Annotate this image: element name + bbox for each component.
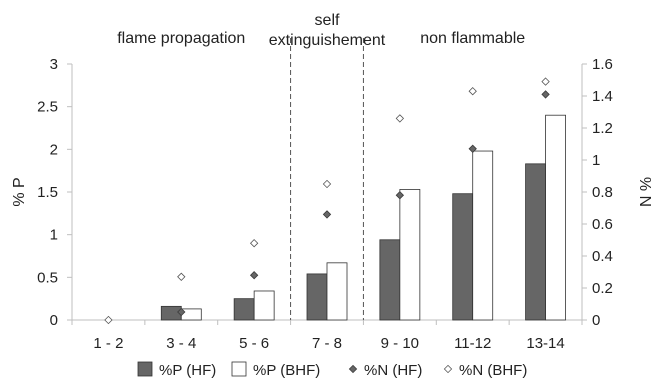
y2-tick-label: 0.6 bbox=[592, 216, 613, 233]
x-tick-label: 5 - 6 bbox=[239, 335, 269, 352]
bar bbox=[306, 273, 328, 321]
y2-tick-label: 0.8 bbox=[592, 184, 613, 201]
y-tick-label: 1 bbox=[50, 227, 58, 244]
region-label: flame propagation bbox=[117, 30, 245, 47]
data-point bbox=[541, 77, 550, 86]
legend-label: %N (HF) bbox=[364, 362, 422, 379]
bar bbox=[253, 290, 275, 321]
bar bbox=[233, 298, 255, 321]
legend-label: %P (HF) bbox=[159, 362, 216, 379]
y2-tick-label: 0.2 bbox=[592, 280, 613, 297]
legend-swatch bbox=[137, 361, 153, 377]
y-tick-label: 3 bbox=[50, 56, 58, 73]
x-tick-label: 1 - 2 bbox=[93, 335, 123, 352]
data-point bbox=[322, 179, 332, 189]
y-tick-label: 0.5 bbox=[37, 269, 58, 286]
bar bbox=[452, 193, 474, 321]
data-point bbox=[395, 191, 405, 200]
region-label: extinguishement bbox=[269, 32, 386, 49]
data-point bbox=[395, 114, 405, 123]
x-tick-label: 7 - 8 bbox=[312, 335, 342, 352]
y2-tick-label: 0 bbox=[592, 312, 600, 329]
bar bbox=[180, 308, 202, 321]
bar bbox=[472, 150, 494, 321]
y-tick-label: 2 bbox=[50, 141, 58, 158]
y-tick-label: 2.5 bbox=[37, 99, 58, 116]
legend-swatch bbox=[348, 364, 358, 374]
bar bbox=[160, 305, 182, 321]
x-tick-label: 13-14 bbox=[526, 335, 564, 352]
y2-tick-label: 1.6 bbox=[592, 56, 613, 73]
y2-tick-label: 1 bbox=[592, 152, 600, 169]
y-tick-label: 0 bbox=[50, 312, 58, 329]
y2-tick-label: 0.4 bbox=[592, 248, 613, 265]
legend-label: %N (BHF) bbox=[459, 362, 527, 379]
data-point bbox=[177, 307, 186, 317]
y2-tick-label: 1.4 bbox=[592, 88, 613, 105]
x-tick-label: 3 - 4 bbox=[166, 335, 196, 352]
data-point bbox=[249, 271, 259, 280]
legend-swatch bbox=[443, 364, 453, 374]
y-axis-title: % P bbox=[11, 177, 28, 206]
data-point bbox=[468, 144, 477, 153]
x-tick-label: 9 - 10 bbox=[381, 335, 419, 352]
data-point bbox=[468, 87, 477, 96]
data-point bbox=[322, 210, 332, 219]
y2-tick-label: 1.2 bbox=[592, 120, 613, 137]
region-label: non flammable bbox=[420, 30, 525, 47]
bar bbox=[399, 189, 421, 321]
bar bbox=[326, 262, 348, 321]
data-point bbox=[541, 90, 550, 99]
data-point bbox=[177, 272, 186, 281]
y2-axis-title: % N bbox=[636, 177, 653, 207]
legend-label: %P (BHF) bbox=[253, 362, 320, 379]
region-label: self bbox=[315, 12, 340, 29]
bar bbox=[525, 163, 546, 321]
bar bbox=[379, 239, 401, 321]
bar bbox=[545, 114, 566, 321]
data-point bbox=[104, 315, 113, 325]
y-tick-label: 1.5 bbox=[37, 184, 58, 201]
data-point bbox=[249, 239, 259, 248]
x-tick-label: 11-12 bbox=[454, 335, 491, 352]
legend-swatch bbox=[231, 361, 247, 377]
